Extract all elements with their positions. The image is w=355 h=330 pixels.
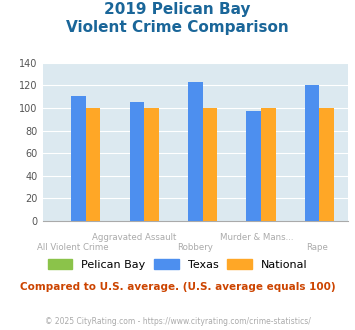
Text: Violent Crime Comparison: Violent Crime Comparison bbox=[66, 20, 289, 35]
Bar bbox=[144, 108, 159, 221]
Bar bbox=[188, 82, 203, 221]
Bar bbox=[246, 111, 261, 221]
Text: Murder & Mans...: Murder & Mans... bbox=[219, 233, 293, 242]
Bar bbox=[203, 108, 217, 221]
Text: Aggravated Assault: Aggravated Assault bbox=[92, 233, 176, 242]
Bar bbox=[86, 108, 100, 221]
Text: 2019 Pelican Bay: 2019 Pelican Bay bbox=[104, 2, 251, 16]
Bar bbox=[320, 108, 334, 221]
Text: All Violent Crime: All Violent Crime bbox=[37, 243, 109, 251]
Bar bbox=[305, 85, 320, 221]
Text: Robbery: Robbery bbox=[177, 243, 213, 251]
Legend: Pelican Bay, Texas, National: Pelican Bay, Texas, National bbox=[43, 255, 312, 274]
Text: Compared to U.S. average. (U.S. average equals 100): Compared to U.S. average. (U.S. average … bbox=[20, 282, 335, 292]
Text: Rape: Rape bbox=[306, 243, 328, 251]
Bar bbox=[261, 108, 275, 221]
Bar bbox=[71, 95, 86, 221]
Bar bbox=[130, 102, 144, 221]
Text: © 2025 CityRating.com - https://www.cityrating.com/crime-statistics/: © 2025 CityRating.com - https://www.city… bbox=[45, 317, 310, 326]
